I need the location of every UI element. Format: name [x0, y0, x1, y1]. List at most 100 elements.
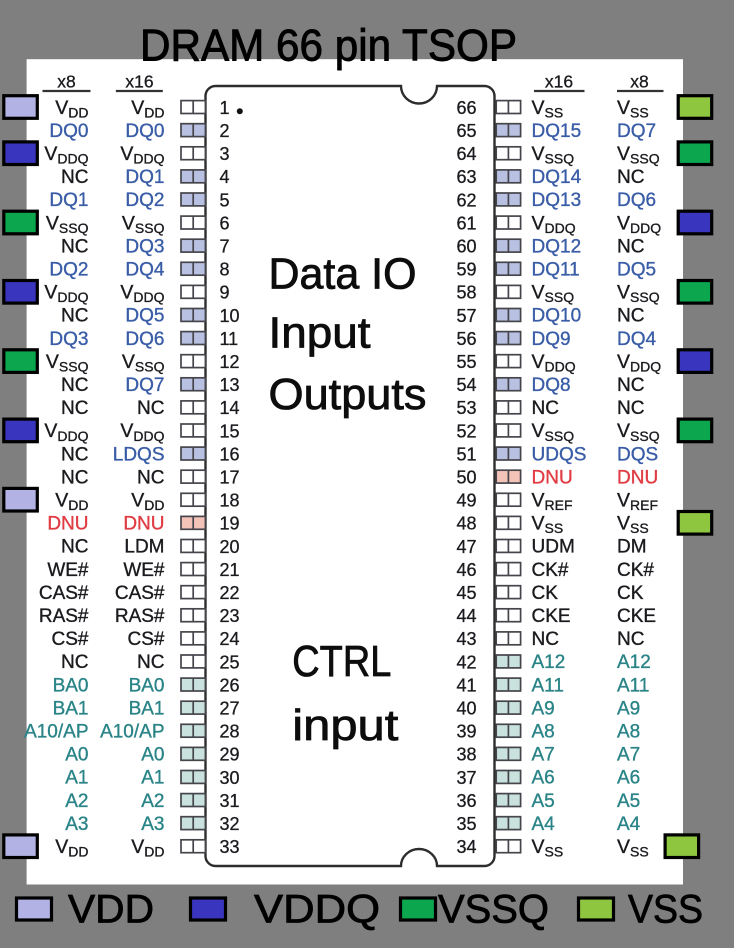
- svg-text:26: 26: [220, 675, 240, 695]
- svg-text:58: 58: [456, 283, 476, 303]
- svg-text:CKE: CKE: [532, 606, 571, 627]
- svg-text:x8: x8: [630, 72, 648, 92]
- svg-text:DQ7: DQ7: [125, 375, 164, 396]
- svg-text:NC: NC: [137, 467, 164, 488]
- svg-text:DQ2: DQ2: [49, 260, 88, 281]
- svg-text:VSSQ: VSSQ: [438, 888, 549, 932]
- svg-text:29: 29: [220, 745, 240, 765]
- svg-text:A5: A5: [532, 791, 555, 812]
- svg-text:51: 51: [456, 444, 476, 464]
- svg-text:DQ12: DQ12: [532, 236, 582, 257]
- svg-text:A0: A0: [141, 745, 164, 766]
- svg-text:A9: A9: [532, 698, 555, 719]
- svg-text:61: 61: [456, 213, 476, 233]
- svg-text:16: 16: [220, 444, 240, 464]
- svg-text:A12: A12: [532, 652, 566, 673]
- svg-text:66: 66: [456, 98, 476, 118]
- svg-text:56: 56: [456, 329, 476, 349]
- svg-text:CKE: CKE: [617, 606, 656, 627]
- svg-text:48: 48: [456, 514, 476, 534]
- svg-text:42: 42: [456, 652, 476, 672]
- svg-text:NC: NC: [617, 629, 644, 650]
- svg-text:27: 27: [220, 699, 240, 719]
- svg-text:DQ6: DQ6: [617, 190, 656, 211]
- svg-text:DQ5: DQ5: [125, 306, 164, 327]
- svg-text:47: 47: [456, 537, 476, 557]
- svg-text:NC: NC: [532, 629, 559, 650]
- svg-text:input: input: [292, 701, 398, 750]
- svg-text:35: 35: [456, 814, 476, 834]
- svg-text:DQ11: DQ11: [532, 260, 580, 281]
- svg-text:49: 49: [456, 491, 476, 511]
- svg-text:VDD: VDD: [131, 490, 164, 514]
- svg-text:DQ6: DQ6: [125, 329, 164, 350]
- svg-text:A11: A11: [532, 675, 564, 696]
- svg-text:DQ10: DQ10: [532, 306, 582, 327]
- svg-text:RAS#: RAS#: [39, 606, 89, 627]
- svg-text:NC: NC: [61, 467, 88, 488]
- svg-text:DQ7: DQ7: [617, 121, 656, 142]
- svg-text:VSS: VSS: [628, 888, 703, 932]
- svg-text:28: 28: [220, 722, 240, 742]
- svg-text:x16: x16: [545, 72, 573, 92]
- svg-text:2: 2: [220, 121, 230, 141]
- svg-text:39: 39: [456, 722, 476, 742]
- svg-text:10: 10: [220, 306, 240, 326]
- svg-text:NC: NC: [61, 167, 88, 188]
- svg-text:UDM: UDM: [532, 537, 575, 558]
- svg-text:38: 38: [456, 745, 476, 765]
- svg-text:DM: DM: [617, 537, 647, 558]
- svg-text:A0: A0: [65, 745, 88, 766]
- svg-text:A2: A2: [65, 791, 88, 812]
- svg-text:A3: A3: [65, 814, 88, 835]
- svg-text:CK: CK: [532, 583, 559, 604]
- svg-text:DQ4: DQ4: [125, 260, 165, 281]
- svg-text:Input: Input: [269, 309, 371, 358]
- svg-text:A9: A9: [617, 698, 640, 719]
- svg-text:63: 63: [456, 167, 476, 187]
- svg-text:DQ8: DQ8: [532, 375, 571, 396]
- svg-text:18: 18: [220, 491, 240, 511]
- svg-text:UDQS: UDQS: [532, 444, 587, 465]
- svg-text:DQ3: DQ3: [49, 329, 88, 350]
- svg-text:CK: CK: [617, 583, 644, 604]
- svg-text:CS#: CS#: [52, 629, 89, 650]
- svg-text:DQ14: DQ14: [532, 167, 582, 188]
- svg-text:NC: NC: [617, 236, 644, 257]
- svg-text:A8: A8: [532, 722, 555, 743]
- svg-text:24: 24: [220, 629, 240, 649]
- svg-text:DQ3: DQ3: [125, 236, 164, 257]
- svg-text:34: 34: [456, 837, 476, 857]
- svg-text:22: 22: [220, 583, 240, 603]
- svg-text:A10/AP: A10/AP: [100, 722, 164, 743]
- svg-text:DQ9: DQ9: [532, 329, 571, 350]
- svg-text:Data IO: Data IO: [269, 250, 417, 299]
- svg-text:WE#: WE#: [47, 560, 89, 581]
- svg-text:DQ1: DQ1: [125, 167, 164, 188]
- svg-text:14: 14: [220, 398, 240, 418]
- svg-text:WE#: WE#: [123, 560, 165, 581]
- svg-text:57: 57: [456, 306, 476, 326]
- svg-text:33: 33: [220, 837, 240, 857]
- svg-text:31: 31: [220, 791, 240, 811]
- svg-text:DQ1: DQ1: [49, 190, 88, 211]
- svg-text:VDD: VDD: [68, 888, 154, 932]
- svg-text:23: 23: [220, 606, 240, 626]
- svg-text:A2: A2: [141, 791, 164, 812]
- svg-text:CTRL: CTRL: [292, 637, 391, 686]
- svg-text:53: 53: [456, 398, 476, 418]
- svg-text:DQ0: DQ0: [49, 121, 88, 142]
- svg-text:A3: A3: [141, 814, 164, 835]
- svg-text:13: 13: [220, 375, 240, 395]
- svg-text:DNU: DNU: [123, 514, 164, 535]
- svg-text:DQ2: DQ2: [125, 190, 164, 211]
- svg-text:NC: NC: [61, 652, 88, 673]
- svg-text:VDDQ: VDDQ: [254, 888, 380, 932]
- svg-text:DQS: DQS: [617, 444, 658, 465]
- svg-text:59: 59: [456, 260, 476, 280]
- svg-text:1: 1: [220, 98, 230, 118]
- svg-text:36: 36: [456, 791, 476, 811]
- svg-text:43: 43: [456, 629, 476, 649]
- svg-text:30: 30: [220, 768, 240, 788]
- svg-text:A4: A4: [617, 814, 641, 835]
